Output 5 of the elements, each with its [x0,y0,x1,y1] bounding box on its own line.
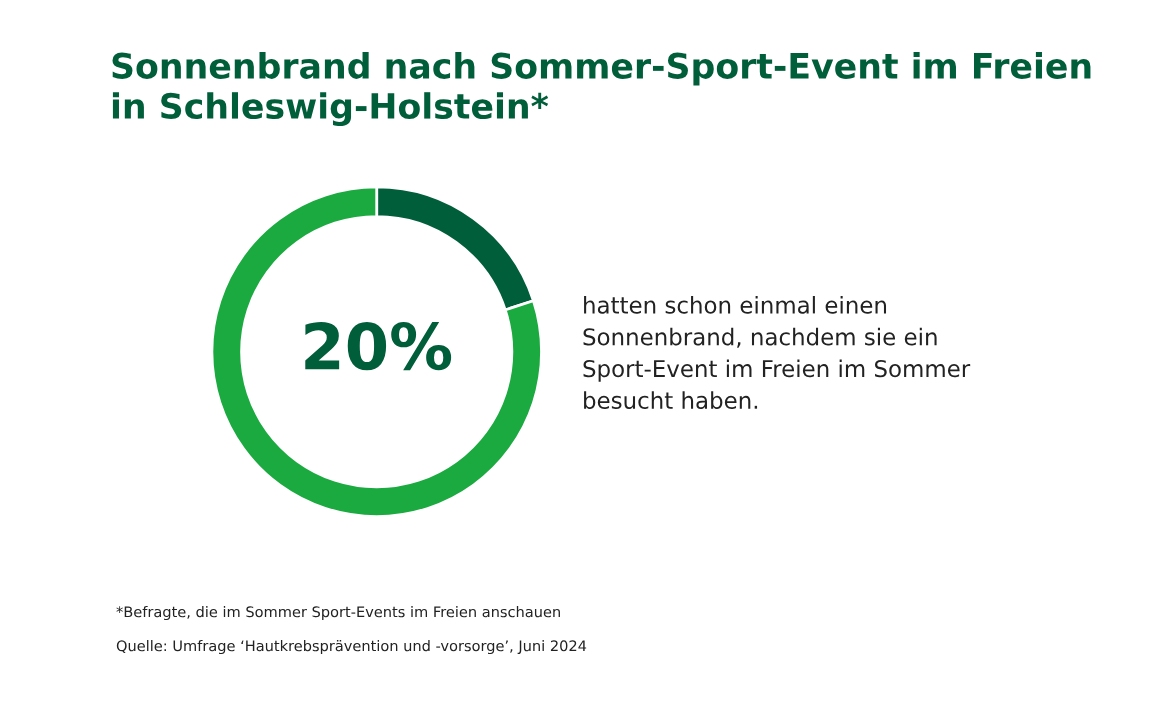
chart-title: Sonnenbrand nach Sommer-Sport-Event im Freien in Schleswig-Holstein* [112,52,1091,127]
source-note: Quelle: Umfrage ‘Hautkrebsprävention und -vorsorge’, Juni 2024 [116,640,587,655]
data-label: 20% [305,321,452,371]
text: *Befragte, die im Sommer Sport-Events im Freien anschauen [116,606,560,621]
text: hatten schon einmal einen Sonnenbrand, nachdem sie ein Sport-Event im Freien im Sommer besucht haben. [583,296,971,410]
